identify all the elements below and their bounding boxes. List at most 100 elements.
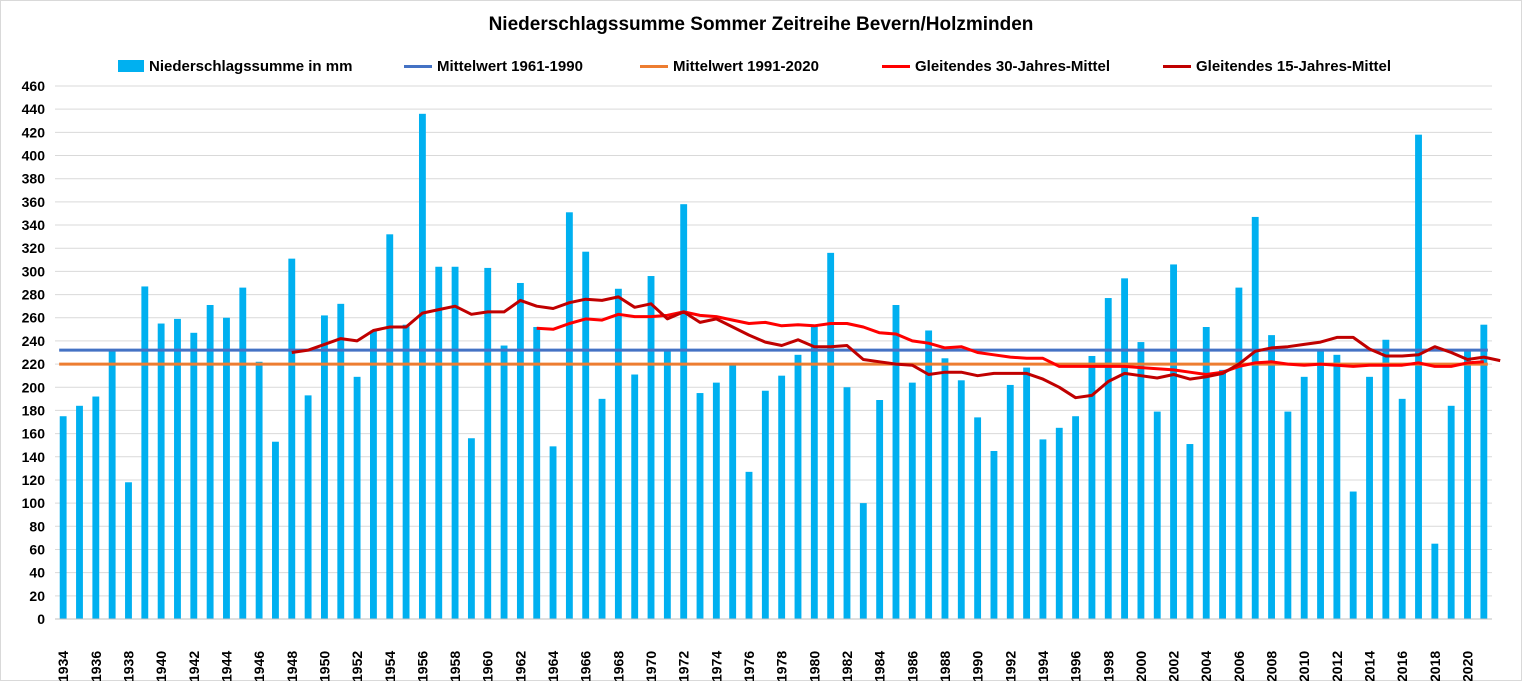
y-tick-label: 460 bbox=[22, 78, 46, 94]
x-tick-label: 1972 bbox=[676, 651, 692, 681]
bar-1935 bbox=[76, 405, 83, 619]
y-tick-label: 300 bbox=[22, 263, 46, 279]
x-tick-label: 1938 bbox=[120, 651, 136, 681]
bar-1979 bbox=[794, 354, 802, 619]
legend-label: Mittelwert 1991-2020 bbox=[673, 57, 819, 75]
x-tick-label: 1976 bbox=[741, 651, 757, 681]
bar-1971 bbox=[663, 350, 671, 619]
bar-1945 bbox=[239, 287, 247, 619]
x-tick-label: 1992 bbox=[1002, 651, 1018, 681]
bar-1987 bbox=[925, 330, 933, 619]
bar-2018 bbox=[1431, 543, 1439, 619]
y-tick-label: 40 bbox=[29, 565, 45, 581]
bar-2002 bbox=[1170, 264, 1178, 619]
bar-1996 bbox=[1072, 416, 1080, 619]
bar-2003 bbox=[1186, 444, 1194, 619]
x-tick-label: 2008 bbox=[1264, 651, 1280, 681]
bar-2007 bbox=[1251, 216, 1259, 619]
y-tick-label: 340 bbox=[22, 217, 46, 233]
x-tick-label: 1944 bbox=[218, 651, 234, 681]
bar-1970 bbox=[647, 276, 655, 619]
bar-1953 bbox=[369, 330, 377, 619]
x-tick-label: 2000 bbox=[1133, 651, 1149, 681]
y-tick-label: 200 bbox=[22, 379, 46, 395]
bar-1951 bbox=[337, 303, 345, 619]
x-tick-label: 1990 bbox=[970, 651, 986, 681]
bar-1956 bbox=[418, 113, 426, 620]
bar-2019 bbox=[1447, 405, 1455, 619]
bar-1978 bbox=[778, 375, 786, 619]
x-tick-label: 1956 bbox=[414, 651, 430, 681]
x-tick-label: 1974 bbox=[708, 651, 724, 681]
x-tick-label: 1994 bbox=[1035, 651, 1051, 681]
y-tick-label: 400 bbox=[22, 148, 46, 164]
bar-1990 bbox=[974, 417, 982, 619]
bar-1941 bbox=[174, 318, 181, 619]
x-tick-label: 2002 bbox=[1166, 651, 1182, 681]
bar-2000 bbox=[1137, 342, 1145, 619]
bar-1963 bbox=[533, 327, 541, 619]
y-tick-label: 20 bbox=[29, 588, 45, 604]
bar-1977 bbox=[761, 390, 769, 619]
y-tick-label: 60 bbox=[29, 541, 45, 557]
x-tick-label: 1954 bbox=[382, 651, 398, 681]
legend-swatch-line bbox=[882, 64, 910, 68]
x-tick-label: 2012 bbox=[1329, 651, 1345, 681]
bar-1975 bbox=[729, 364, 737, 619]
y-tick-label: 80 bbox=[29, 518, 45, 534]
bar-1957 bbox=[435, 266, 443, 619]
bar-2004 bbox=[1202, 327, 1210, 619]
y-tick-label: 380 bbox=[22, 171, 46, 187]
bar-1936 bbox=[92, 396, 100, 619]
legend-swatch-line bbox=[1163, 64, 1191, 68]
y-tick-label: 280 bbox=[22, 287, 46, 303]
legend-swatch-line bbox=[404, 64, 432, 68]
x-tick-label: 1984 bbox=[872, 651, 888, 681]
bar-1997 bbox=[1088, 355, 1096, 619]
bar-1938 bbox=[125, 482, 132, 619]
bar-2011 bbox=[1317, 350, 1324, 619]
x-tick-label: 1970 bbox=[643, 651, 659, 681]
x-tick-label: 1962 bbox=[512, 651, 528, 681]
bar-1993 bbox=[1023, 367, 1031, 619]
bar-1958 bbox=[451, 266, 459, 619]
bar-1982 bbox=[843, 387, 851, 619]
bar-1973 bbox=[696, 393, 704, 619]
x-tick-label: 1980 bbox=[806, 651, 822, 681]
bar-1948 bbox=[288, 258, 296, 619]
bar-1937 bbox=[108, 350, 116, 619]
bar-2016 bbox=[1398, 398, 1406, 619]
x-tick-label: 1942 bbox=[186, 651, 202, 681]
bar-2017 bbox=[1415, 134, 1422, 619]
x-tick-label: 2018 bbox=[1427, 651, 1443, 681]
bar-2010 bbox=[1300, 376, 1308, 619]
x-tick-label: 1968 bbox=[610, 651, 626, 681]
x-tick-label: 2010 bbox=[1296, 651, 1312, 681]
bar-1992 bbox=[1006, 384, 1014, 619]
x-tick-label: 1978 bbox=[774, 651, 790, 681]
x-tick-label: 1946 bbox=[251, 651, 267, 681]
bar-1946 bbox=[255, 361, 263, 619]
line-15-jahres-mittel bbox=[291, 295, 1501, 400]
chart-title: Niederschlagssumme Sommer Zeitreihe Beve… bbox=[488, 14, 1034, 35]
line-30-jahres-mittel bbox=[536, 310, 1484, 376]
legend-label: Mittelwert 1961-1990 bbox=[437, 57, 583, 75]
bar-2009 bbox=[1284, 411, 1292, 619]
bar-1939 bbox=[141, 286, 149, 619]
bar-1974 bbox=[712, 382, 720, 619]
bar-2013 bbox=[1349, 491, 1357, 619]
bar-2012 bbox=[1333, 354, 1341, 619]
x-tick-label: 1986 bbox=[904, 651, 920, 681]
bar-1949 bbox=[304, 395, 312, 619]
bar-1986 bbox=[908, 382, 916, 619]
x-tick-label: 1988 bbox=[937, 651, 953, 681]
x-tick-label: 2006 bbox=[1231, 651, 1247, 681]
bar-1966 bbox=[582, 251, 590, 619]
legend-label: Gleitendes 15-Jahres-Mittel bbox=[1196, 57, 1392, 75]
y-tick-label: 100 bbox=[22, 495, 46, 511]
y-tick-label: 220 bbox=[22, 356, 46, 372]
x-tick-label: 1958 bbox=[447, 651, 463, 681]
x-tick-label: 1934 bbox=[55, 651, 71, 681]
bar-2001 bbox=[1153, 411, 1161, 619]
bar-2005 bbox=[1219, 369, 1226, 619]
